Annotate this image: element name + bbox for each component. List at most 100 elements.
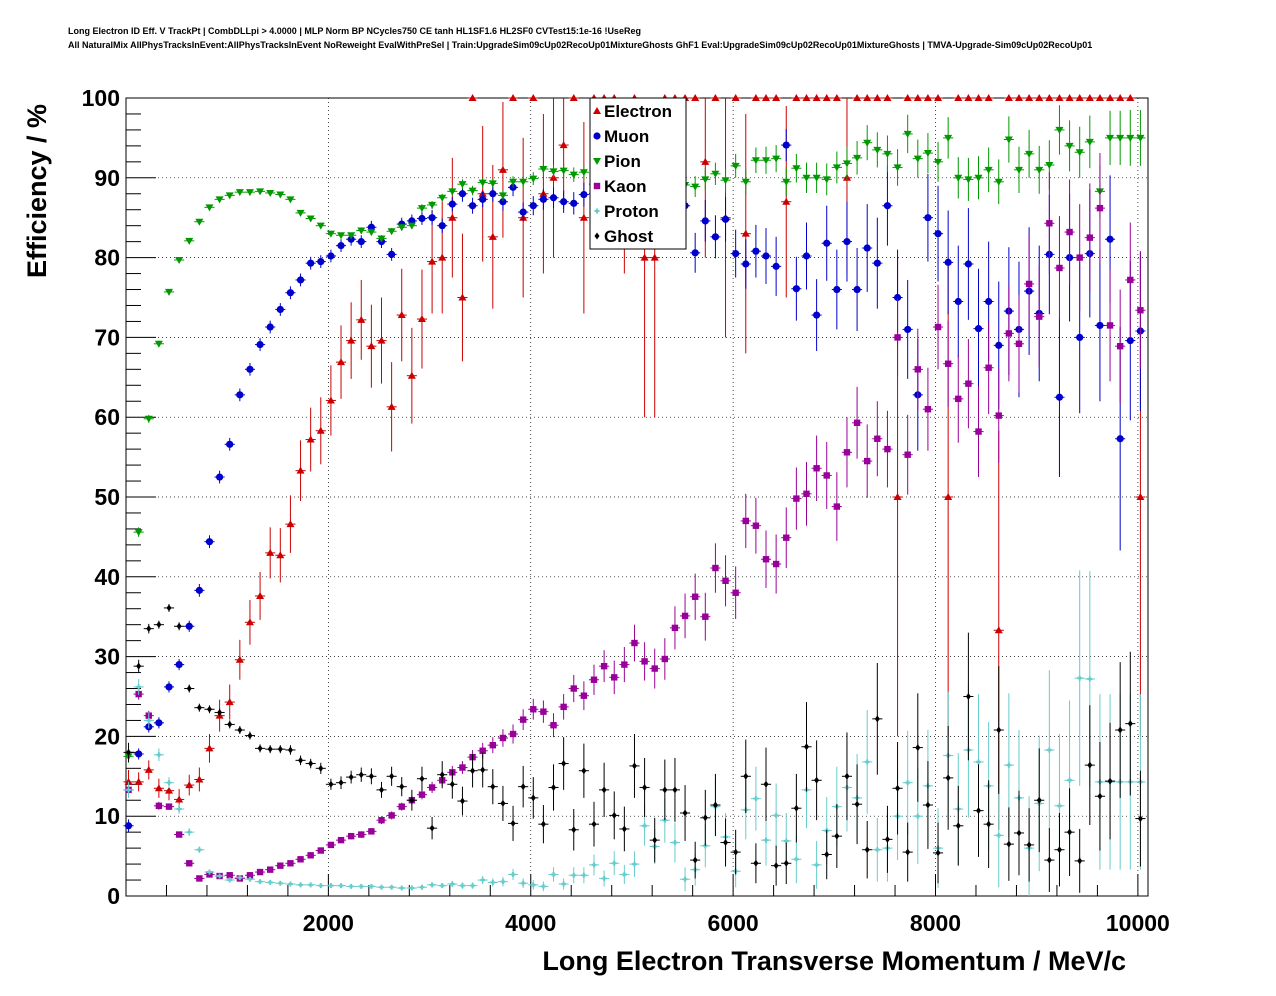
pion-point	[529, 175, 538, 183]
ghost-point	[409, 796, 415, 804]
electron-point	[235, 655, 244, 663]
pion-point	[357, 227, 366, 235]
kaon-point	[459, 764, 466, 771]
pion-point	[964, 176, 973, 184]
muon-point	[327, 252, 335, 260]
pion-point	[1014, 166, 1023, 174]
ghost-point	[429, 824, 435, 832]
legend-label-muon: Muon	[604, 127, 649, 146]
kaon-point	[671, 624, 679, 632]
x-axis-title: Long Electron Transverse Momentum / MeV/…	[542, 946, 1126, 976]
muon-point	[974, 325, 983, 333]
muon-point	[428, 214, 436, 222]
pion-point	[286, 196, 295, 204]
proton-point	[611, 860, 617, 866]
ghost-point	[945, 774, 951, 782]
electron-point	[397, 311, 406, 319]
kaon-point	[995, 412, 1002, 419]
muon-point	[468, 202, 477, 210]
electron-point	[165, 786, 174, 794]
proton-point	[1077, 675, 1083, 681]
pion-point	[711, 170, 720, 178]
proton-point	[298, 882, 304, 888]
ghost-point	[1016, 829, 1022, 837]
electron-point	[1116, 94, 1125, 101]
ghost-series	[123, 603, 1146, 893]
proton-point	[368, 883, 374, 889]
proton-point	[864, 759, 870, 765]
electron-point	[853, 94, 862, 101]
proton-point	[793, 856, 799, 862]
muon-point	[549, 194, 558, 202]
muon-point	[863, 244, 871, 252]
muon-point	[701, 217, 709, 225]
electron-point	[1025, 94, 1034, 101]
kaon-point	[337, 836, 345, 844]
electron-point	[448, 213, 457, 221]
muon-point	[721, 215, 730, 223]
electron-point	[266, 548, 275, 556]
ghost-point	[176, 622, 182, 630]
ghost-point	[712, 801, 718, 809]
kaon-point	[509, 730, 517, 738]
kaon-point	[570, 685, 577, 692]
kaon-point	[317, 847, 324, 854]
pion-point	[154, 340, 163, 348]
electron-point	[762, 94, 771, 101]
y-tick-label: 60	[94, 404, 120, 430]
pion-point	[488, 180, 497, 188]
kaon-point	[752, 522, 760, 529]
proton-point	[399, 885, 405, 891]
electron-point	[782, 197, 791, 205]
electron-point	[296, 466, 305, 474]
ghost-point	[308, 760, 314, 768]
kaon-point	[641, 658, 648, 665]
electron-point	[569, 94, 578, 101]
pion-point	[468, 187, 477, 195]
ghost-point	[965, 693, 971, 700]
proton-point	[1006, 762, 1012, 768]
pion-point	[1004, 136, 1013, 144]
muon-point	[873, 259, 881, 267]
proton-point	[237, 875, 243, 881]
ghost-point	[156, 621, 162, 629]
kaon-point	[803, 490, 810, 498]
muon-point	[175, 660, 183, 669]
electron-point	[893, 493, 902, 500]
proton-point	[1046, 747, 1052, 753]
electron-point	[468, 94, 477, 101]
muon-point	[155, 719, 163, 727]
pion-point	[235, 189, 244, 197]
proton-point	[581, 872, 587, 878]
proton-point	[763, 837, 769, 843]
kaon-point	[934, 323, 942, 331]
ghost-point	[824, 851, 830, 859]
kaon-point	[1137, 307, 1144, 314]
electron-point	[1035, 94, 1044, 101]
x-tick-label: 2000	[303, 910, 354, 936]
muon-point	[165, 683, 173, 691]
electron-point	[367, 342, 376, 350]
proton-point	[510, 871, 516, 877]
proton-point	[308, 882, 314, 888]
kaon-point	[388, 812, 395, 819]
kaon-point	[479, 747, 486, 754]
pion-point	[913, 155, 922, 163]
proton-point	[631, 861, 637, 867]
ghost-point	[530, 794, 536, 802]
pion-point	[306, 215, 315, 223]
kaon-point	[681, 612, 689, 620]
ghost-point	[338, 779, 344, 787]
kaon-point	[702, 613, 709, 620]
electron-point	[883, 94, 892, 101]
ghost-point	[1056, 846, 1062, 854]
ghost-point	[1067, 828, 1073, 836]
legend-box	[589, 97, 687, 250]
ghost-point	[1077, 857, 1083, 865]
muon-point	[256, 340, 264, 349]
proton-point	[561, 881, 567, 887]
kaon-point	[580, 692, 588, 699]
pion-point	[245, 189, 254, 197]
muon-point	[307, 259, 315, 267]
ghost-point	[439, 771, 445, 779]
